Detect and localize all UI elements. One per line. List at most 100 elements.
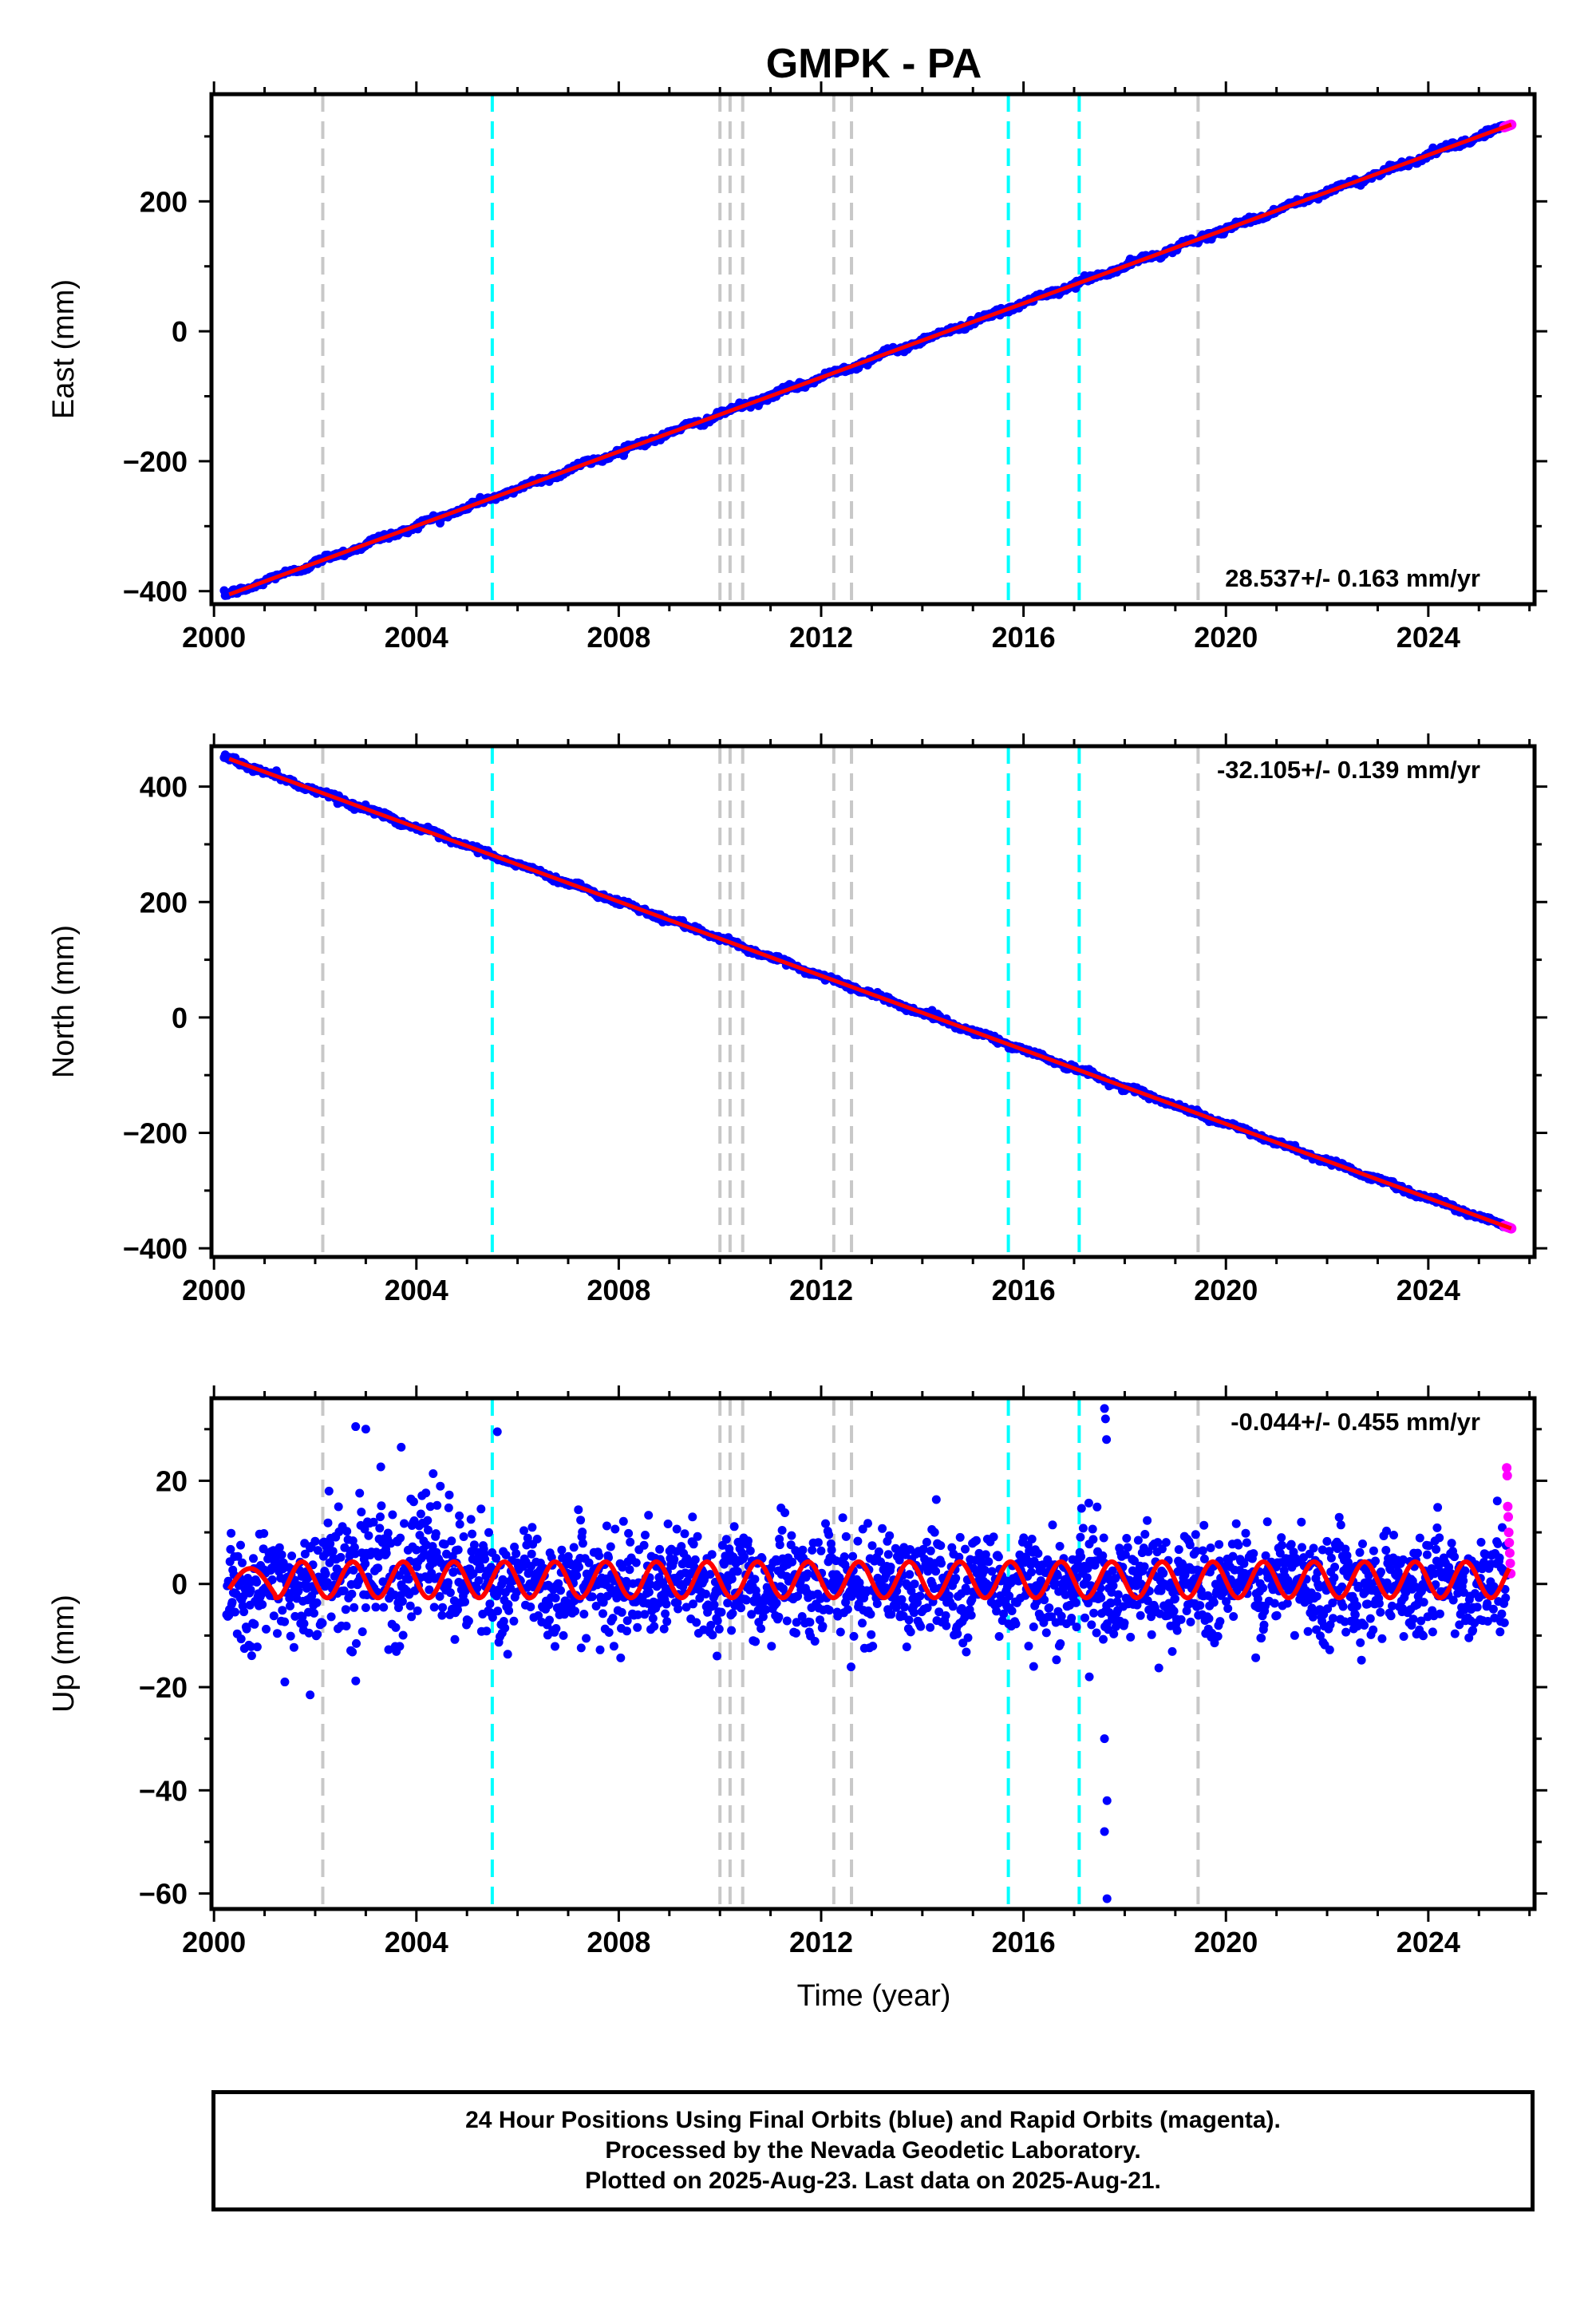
final-orbit-point bbox=[1371, 1556, 1380, 1566]
final-orbit-point bbox=[767, 1642, 776, 1651]
final-orbit-point bbox=[388, 1510, 397, 1520]
final-orbit-point bbox=[571, 1607, 580, 1616]
final-orbit-point bbox=[1077, 1504, 1086, 1513]
final-orbit-point bbox=[252, 1578, 262, 1587]
final-orbit-point bbox=[286, 1601, 294, 1611]
final-orbit-point bbox=[298, 1612, 307, 1622]
final-orbit-point bbox=[1447, 1539, 1456, 1548]
final-orbit-point bbox=[618, 1563, 627, 1572]
final-orbit-point bbox=[816, 1546, 826, 1555]
final-orbit-point bbox=[474, 1576, 484, 1585]
final-orbit-point bbox=[1120, 1550, 1130, 1559]
final-orbit-point bbox=[915, 1591, 925, 1601]
final-orbit-point bbox=[926, 1546, 935, 1555]
final-orbit-point bbox=[267, 1575, 277, 1584]
final-orbit-outlier bbox=[351, 1422, 361, 1432]
final-orbit-point bbox=[1353, 1601, 1361, 1611]
x-tick-label: 2000 bbox=[182, 621, 246, 654]
final-orbit-point bbox=[662, 1599, 671, 1609]
final-orbit-point bbox=[639, 1540, 649, 1550]
final-orbit-point bbox=[1215, 1539, 1224, 1549]
final-orbit-point bbox=[476, 1564, 485, 1574]
final-orbit-point bbox=[485, 1599, 495, 1609]
final-orbit-point bbox=[1109, 1629, 1119, 1638]
final-orbit-point bbox=[717, 1607, 726, 1617]
final-orbit-point bbox=[1056, 1639, 1065, 1648]
final-orbit-point bbox=[714, 1624, 724, 1634]
final-orbit-point bbox=[1024, 1642, 1033, 1651]
final-orbit-point bbox=[1329, 1573, 1339, 1583]
final-orbit-point bbox=[1377, 1567, 1385, 1577]
final-orbit-point bbox=[1120, 1618, 1129, 1628]
final-orbit-point bbox=[867, 1541, 877, 1551]
final-orbit-point bbox=[1290, 1630, 1299, 1640]
final-orbit-point bbox=[1087, 1620, 1096, 1630]
y-tick-label: −20 bbox=[139, 1671, 188, 1704]
final-orbit-point bbox=[1154, 1663, 1163, 1673]
final-orbit-point bbox=[1270, 1599, 1279, 1608]
final-orbit-point bbox=[1174, 1545, 1183, 1555]
final-orbit-point bbox=[626, 1537, 635, 1547]
final-orbit-point bbox=[672, 1524, 681, 1534]
final-orbit-point bbox=[777, 1526, 787, 1535]
final-orbit-point bbox=[692, 1618, 701, 1627]
final-orbit-point bbox=[1041, 1628, 1051, 1638]
final-orbit-point bbox=[1355, 1547, 1365, 1557]
final-orbit-point bbox=[1448, 1595, 1458, 1605]
final-orbit-point bbox=[247, 1642, 256, 1651]
final-orbit-point bbox=[1191, 1530, 1200, 1539]
final-orbit-point bbox=[431, 1529, 440, 1539]
final-orbit-point bbox=[690, 1555, 700, 1564]
final-orbit-point bbox=[1136, 1611, 1145, 1620]
final-orbit-point bbox=[378, 1577, 388, 1587]
final-orbit-point bbox=[273, 1629, 282, 1638]
x-tick-label: 2000 bbox=[182, 1274, 246, 1306]
x-tick-label: 2004 bbox=[385, 1274, 448, 1306]
final-orbit-point bbox=[1329, 1614, 1337, 1623]
final-orbit-point bbox=[423, 1516, 433, 1525]
final-orbit-point bbox=[1130, 1556, 1139, 1566]
final-orbit-point bbox=[1215, 1617, 1225, 1626]
final-orbit-point bbox=[1176, 1614, 1186, 1624]
final-orbit-point bbox=[847, 1662, 855, 1672]
final-orbit-point bbox=[394, 1603, 403, 1612]
final-orbit-point bbox=[360, 1524, 369, 1534]
final-orbit-point bbox=[1078, 1524, 1088, 1533]
final-orbit-point bbox=[357, 1508, 366, 1517]
final-orbit-point bbox=[701, 1589, 710, 1599]
final-orbit-point bbox=[1323, 1604, 1333, 1614]
final-orbit-point bbox=[1157, 1544, 1167, 1554]
final-orbit-point bbox=[364, 1531, 373, 1540]
final-orbit-outlier bbox=[1100, 1414, 1110, 1424]
final-orbit-point bbox=[1498, 1523, 1507, 1532]
final-orbit-point bbox=[934, 1607, 944, 1617]
final-orbit-point bbox=[358, 1627, 367, 1637]
final-orbit-point bbox=[285, 1594, 294, 1603]
final-orbit-point bbox=[955, 1532, 965, 1542]
final-orbit-point bbox=[625, 1565, 634, 1575]
final-orbit-point bbox=[707, 1550, 717, 1559]
final-orbit-point bbox=[425, 1502, 435, 1512]
final-orbit-point bbox=[872, 1599, 882, 1608]
final-orbit-point bbox=[376, 1462, 385, 1472]
final-orbit-point bbox=[488, 1613, 497, 1622]
final-orbit-point bbox=[1258, 1583, 1268, 1593]
final-orbit-point bbox=[334, 1502, 343, 1512]
final-orbit-point bbox=[398, 1630, 408, 1640]
final-orbit-point bbox=[275, 1543, 284, 1552]
final-orbit-point bbox=[867, 1630, 876, 1639]
final-orbit-point bbox=[1483, 1617, 1492, 1626]
final-orbit-point bbox=[1325, 1645, 1334, 1654]
x-tick-label: 2024 bbox=[1396, 1926, 1460, 1958]
final-orbit-point bbox=[1143, 1596, 1152, 1606]
final-orbit-point bbox=[999, 1609, 1009, 1618]
x-tick-label: 2012 bbox=[789, 621, 853, 654]
final-orbit-point bbox=[1204, 1614, 1214, 1623]
final-orbit-point bbox=[1199, 1554, 1209, 1563]
final-orbit-point bbox=[444, 1490, 454, 1500]
final-orbit-point bbox=[1108, 1566, 1117, 1575]
final-orbit-point bbox=[238, 1558, 247, 1567]
final-orbit-point bbox=[989, 1532, 998, 1542]
final-orbit-point bbox=[1499, 1618, 1509, 1627]
final-orbit-point bbox=[348, 1647, 358, 1657]
